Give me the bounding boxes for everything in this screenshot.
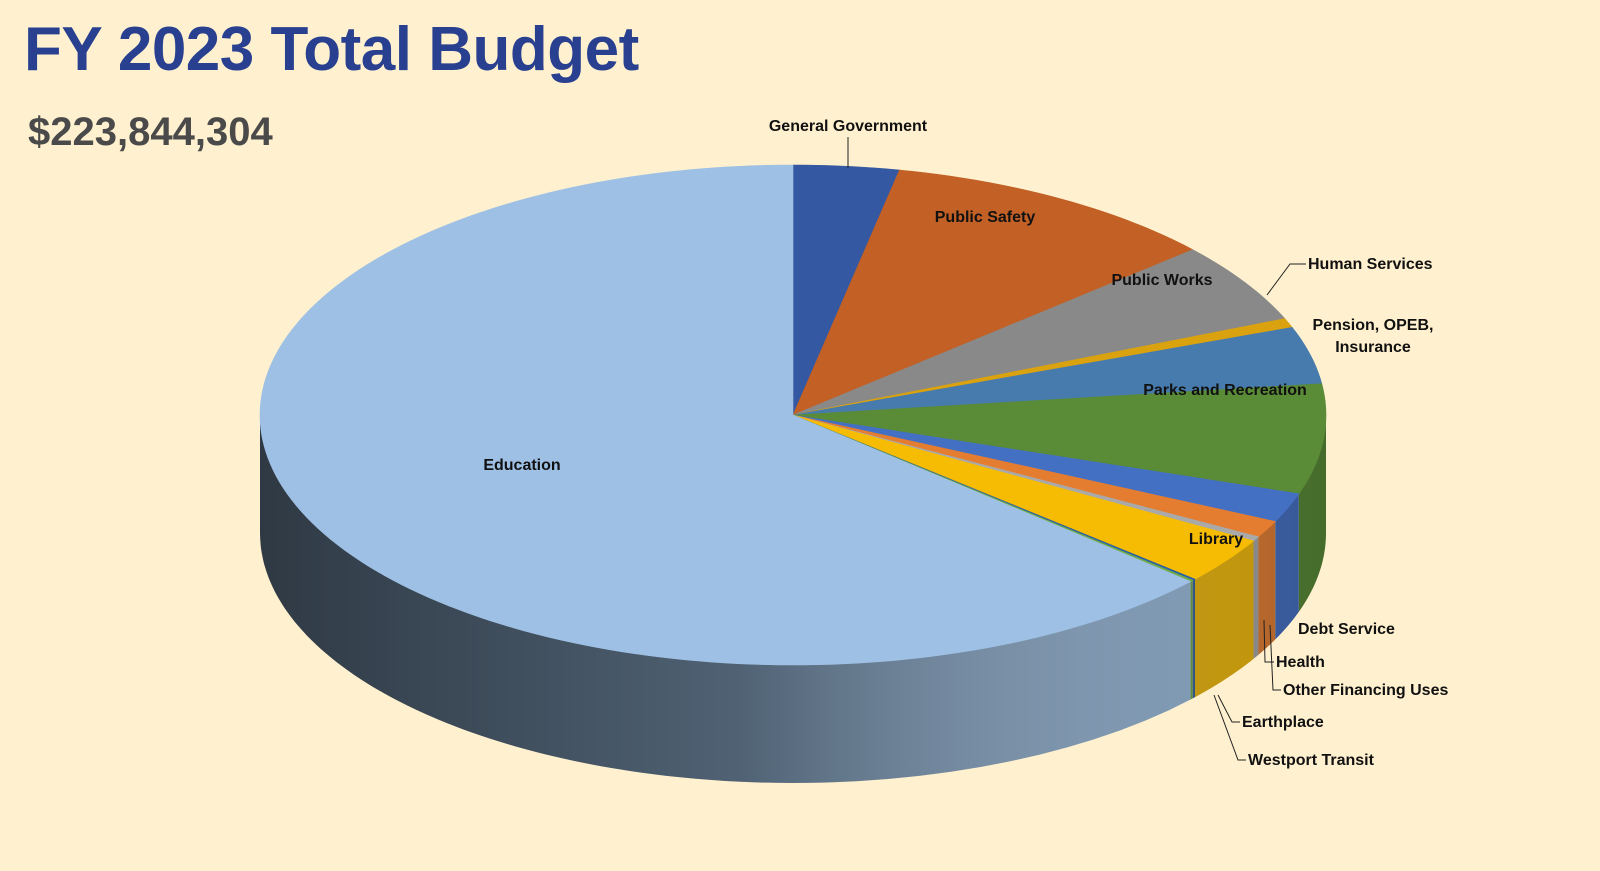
chart-title: FY 2023 Total Budget	[24, 15, 639, 84]
slice-label-westport-transit: Westport Transit	[1248, 752, 1375, 769]
slice-label-general-government: General Government	[769, 118, 928, 135]
pie-slice-debt-service	[792, 414, 1300, 522]
pie-slice-general-government	[792, 164, 900, 416]
pie-slice-library	[792, 414, 1255, 580]
leader-line-health	[1263, 619, 1274, 663]
slice-label-health: Health	[1276, 654, 1325, 671]
total-budget-amount: $223,844,304	[28, 110, 273, 154]
pie-slice-parks-and-recreation	[792, 383, 1327, 495]
slice-label-human-services: Human Services	[1308, 256, 1433, 273]
slice-label-parks-and-recreation: Parks and Recreation	[1143, 382, 1307, 399]
pie-slice-education	[259, 164, 1192, 666]
slice-label-public-safety: Public Safety	[935, 209, 1036, 226]
leader-line-human-services	[1266, 263, 1306, 296]
slice-label-debt-service: Debt Service	[1298, 621, 1395, 638]
slice-label-public-works: Public Works	[1111, 272, 1212, 289]
pie-slice-pension-opeb-insurance	[792, 327, 1323, 416]
leader-line-earthplace	[1217, 694, 1240, 723]
pie-slice-human-services	[792, 318, 1293, 416]
slice-label-other-financing-uses: Other Financing Uses	[1283, 682, 1448, 699]
pie-side-shading	[260, 415, 1326, 783]
slice-label-earthplace: Earthplace	[1242, 714, 1324, 731]
slice-label-education: Education	[483, 457, 560, 474]
leader-line-westport-transit	[1213, 694, 1246, 761]
pie-slice-health	[792, 414, 1276, 538]
pie-slice-public-works	[792, 249, 1286, 416]
slice-label-pension-opeb-insurance: Pension, OPEB, Insurance	[1313, 317, 1434, 356]
leader-line-other-financing-uses	[1269, 624, 1281, 691]
pie-slice-public-safety	[792, 169, 1194, 416]
slice-label-library: Library	[1189, 531, 1243, 548]
